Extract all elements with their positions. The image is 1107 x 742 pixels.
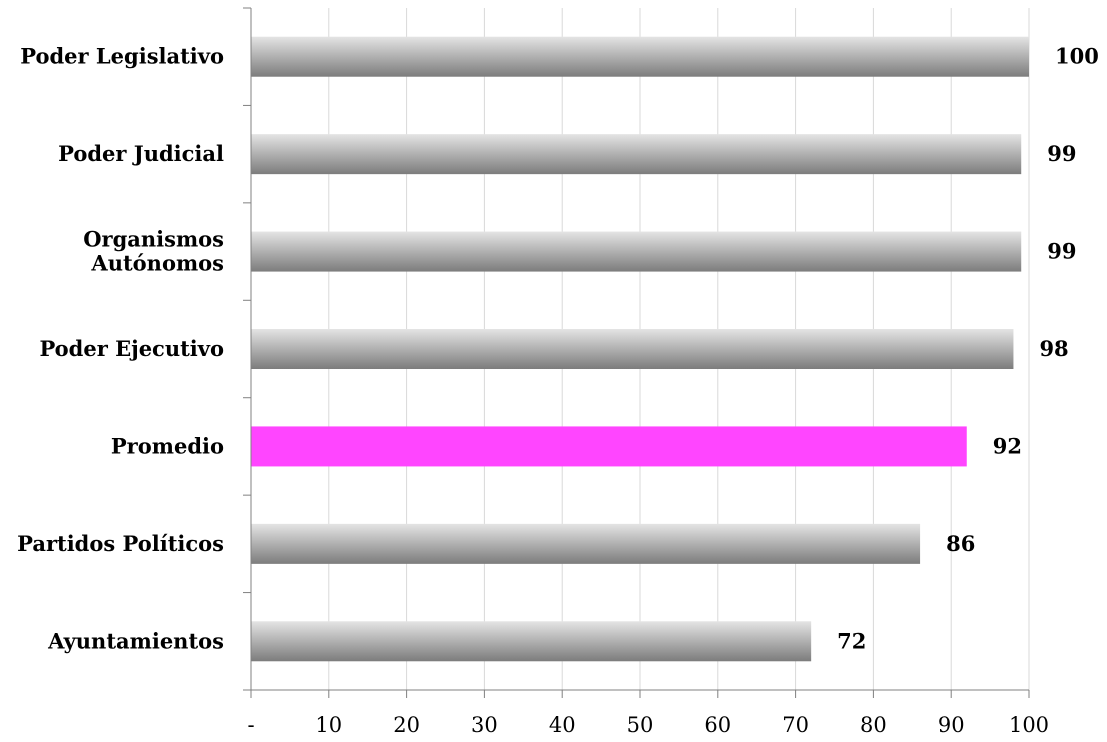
x-tick-label: 20 <box>393 713 420 737</box>
category-label: Poder Ejecutivo <box>39 336 224 361</box>
x-tick-label: 80 <box>860 713 887 737</box>
x-tick-label: 90 <box>938 713 965 737</box>
bar <box>251 523 921 564</box>
data-label: 100 <box>1055 44 1099 69</box>
x-tick-label: 10 <box>315 713 342 737</box>
data-label: 72 <box>837 628 866 653</box>
bars <box>251 36 1029 662</box>
data-label: 99 <box>1047 239 1076 264</box>
x-tick-label: 70 <box>782 713 809 737</box>
data-label: 99 <box>1047 141 1076 166</box>
x-tick-label: 60 <box>704 713 731 737</box>
x-tick-label: 50 <box>627 713 654 737</box>
data-label: 92 <box>993 433 1022 458</box>
category-label: Promedio <box>111 433 224 458</box>
labels: - 10 20 30 40 50 60 70 80 90 100 100 Poder Legislati… <box>17 44 1099 737</box>
category-label: Ayuntamientos <box>47 628 224 653</box>
bar <box>251 329 1014 369</box>
x-tick-label: 40 <box>549 713 576 737</box>
bar <box>251 231 1022 272</box>
data-label: 98 <box>1039 336 1068 361</box>
data-label: 86 <box>946 531 975 556</box>
category-label: Poder Legislativo <box>20 44 224 69</box>
bar <box>251 621 812 662</box>
bar-highlight <box>251 426 967 467</box>
category-label: Organismos Autónomos <box>83 227 224 276</box>
bar <box>251 134 1022 175</box>
x-tick-label: - <box>247 713 254 737</box>
x-tick-label: 30 <box>471 713 498 737</box>
axes <box>243 7 1030 698</box>
category-label: Partidos Políticos <box>17 531 224 556</box>
x-tick-label: 100 <box>1009 713 1049 737</box>
category-label: Poder Judicial <box>58 141 224 166</box>
bar <box>251 36 1029 77</box>
